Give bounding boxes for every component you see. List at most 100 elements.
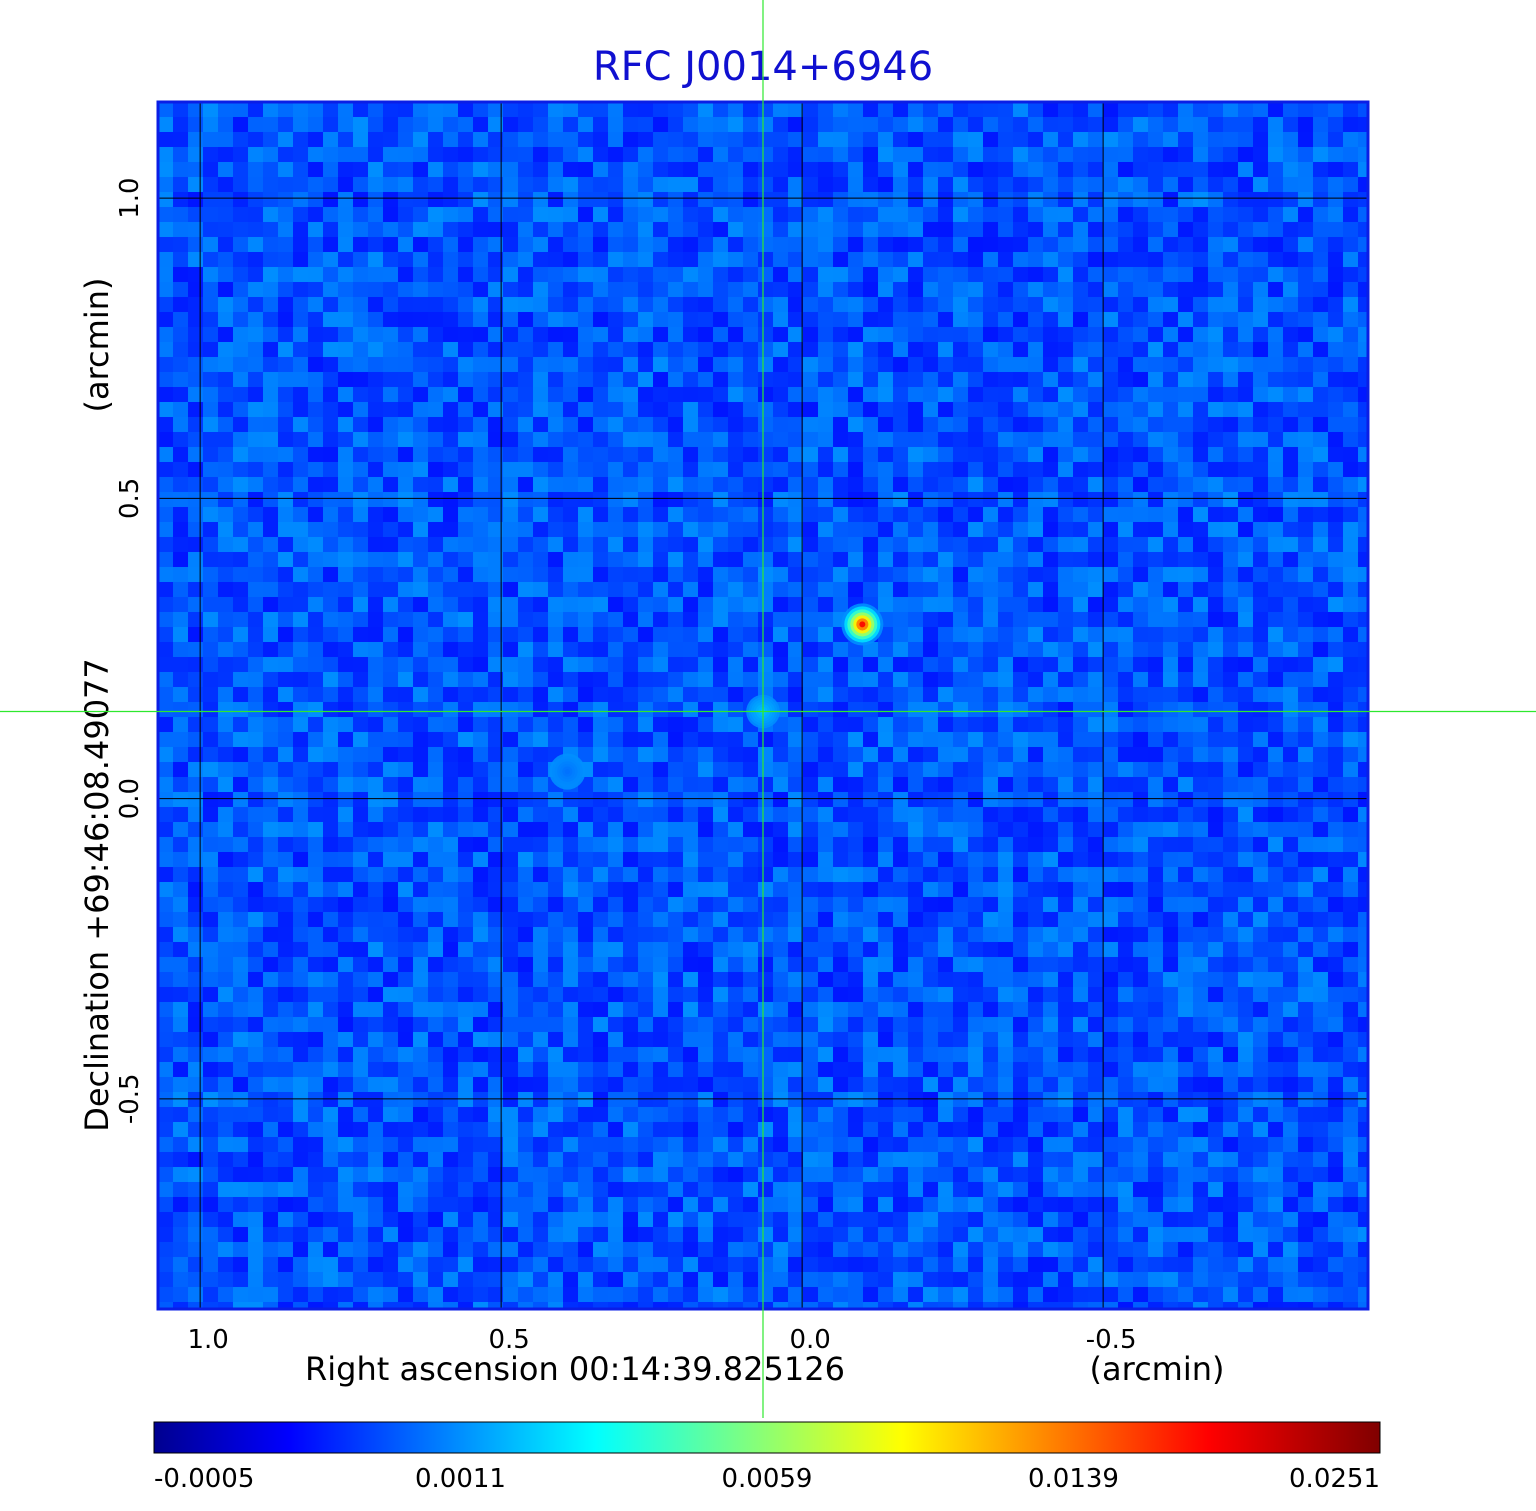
image-pixel — [1298, 612, 1313, 627]
image-pixel — [1268, 222, 1283, 237]
image-pixel — [638, 342, 653, 357]
image-pixel — [833, 942, 848, 957]
image-pixel — [353, 387, 368, 402]
image-pixel — [878, 717, 893, 732]
image-pixel — [1253, 267, 1268, 282]
image-pixel — [953, 927, 968, 942]
image-pixel — [983, 552, 998, 567]
image-pixel — [728, 552, 743, 567]
image-pixel — [1193, 147, 1208, 162]
image-pixel — [368, 852, 383, 867]
image-pixel — [1298, 792, 1313, 807]
image-pixel — [968, 342, 983, 357]
image-pixel — [1268, 912, 1283, 927]
image-pixel — [1103, 762, 1118, 777]
image-pixel — [1133, 882, 1148, 897]
image-pixel — [788, 357, 803, 372]
image-pixel — [503, 492, 518, 507]
image-pixel — [848, 432, 863, 447]
image-pixel — [248, 852, 263, 867]
image-pixel — [593, 882, 608, 897]
image-pixel — [278, 342, 293, 357]
image-pixel — [518, 942, 533, 957]
image-pixel — [203, 477, 218, 492]
image-pixel — [1103, 732, 1118, 747]
image-pixel — [683, 927, 698, 942]
image-pixel — [1238, 312, 1253, 327]
image-pixel — [1343, 822, 1358, 837]
image-pixel — [383, 507, 398, 522]
image-pixel — [503, 222, 518, 237]
image-pixel — [593, 492, 608, 507]
image-pixel — [1268, 237, 1283, 252]
image-pixel — [593, 837, 608, 852]
image-pixel — [623, 462, 638, 477]
image-pixel — [548, 912, 563, 927]
image-pixel — [1118, 717, 1133, 732]
image-pixel — [413, 672, 428, 687]
image-pixel — [353, 507, 368, 522]
image-pixel — [1268, 627, 1283, 642]
image-pixel — [803, 327, 818, 342]
image-pixel — [1193, 1002, 1208, 1017]
image-pixel — [413, 762, 428, 777]
image-pixel — [848, 942, 863, 957]
image-pixel — [983, 462, 998, 477]
image-pixel — [863, 642, 878, 657]
image-pixel — [1103, 132, 1118, 147]
image-pixel — [488, 147, 503, 162]
image-pixel — [158, 957, 173, 972]
image-pixel — [728, 702, 743, 717]
image-pixel — [698, 567, 713, 582]
image-pixel — [203, 447, 218, 462]
image-pixel — [398, 747, 413, 762]
image-pixel — [428, 942, 443, 957]
image-pixel — [158, 297, 173, 312]
image-pixel — [773, 567, 788, 582]
image-pixel — [1028, 582, 1043, 597]
image-pixel — [743, 762, 758, 777]
image-pixel — [1073, 552, 1088, 567]
image-pixel — [758, 552, 773, 567]
image-pixel — [383, 282, 398, 297]
image-pixel — [878, 1017, 893, 1032]
image-pixel — [1148, 732, 1163, 747]
image-pixel — [608, 792, 623, 807]
image-pixel — [938, 957, 953, 972]
image-pixel — [518, 582, 533, 597]
image-pixel — [938, 237, 953, 252]
image-pixel — [233, 822, 248, 837]
image-pixel — [353, 612, 368, 627]
image-pixel — [713, 732, 728, 747]
image-pixel — [293, 117, 308, 132]
image-pixel — [503, 927, 518, 942]
image-pixel — [608, 972, 623, 987]
image-pixel — [878, 252, 893, 267]
image-pixel — [518, 732, 533, 747]
image-pixel — [698, 492, 713, 507]
image-pixel — [773, 807, 788, 822]
image-pixel — [953, 1017, 968, 1032]
image-pixel — [743, 642, 758, 657]
image-pixel — [1208, 207, 1223, 222]
image-pixel — [698, 387, 713, 402]
image-pixel — [353, 327, 368, 342]
image-pixel — [1028, 777, 1043, 792]
image-pixel — [218, 267, 233, 282]
image-pixel — [1223, 867, 1238, 882]
image-pixel — [413, 912, 428, 927]
image-pixel — [503, 162, 518, 177]
image-pixel — [893, 552, 908, 567]
image-pixel — [893, 207, 908, 222]
image-pixel — [758, 1002, 773, 1017]
image-pixel — [593, 357, 608, 372]
image-pixel — [1058, 717, 1073, 732]
image-pixel — [1313, 777, 1328, 792]
image-pixel — [1163, 102, 1178, 117]
image-pixel — [1163, 447, 1178, 462]
image-pixel — [293, 402, 308, 417]
image-pixel — [1253, 342, 1268, 357]
image-pixel — [713, 657, 728, 672]
image-pixel — [803, 897, 818, 912]
image-pixel — [1178, 957, 1193, 972]
